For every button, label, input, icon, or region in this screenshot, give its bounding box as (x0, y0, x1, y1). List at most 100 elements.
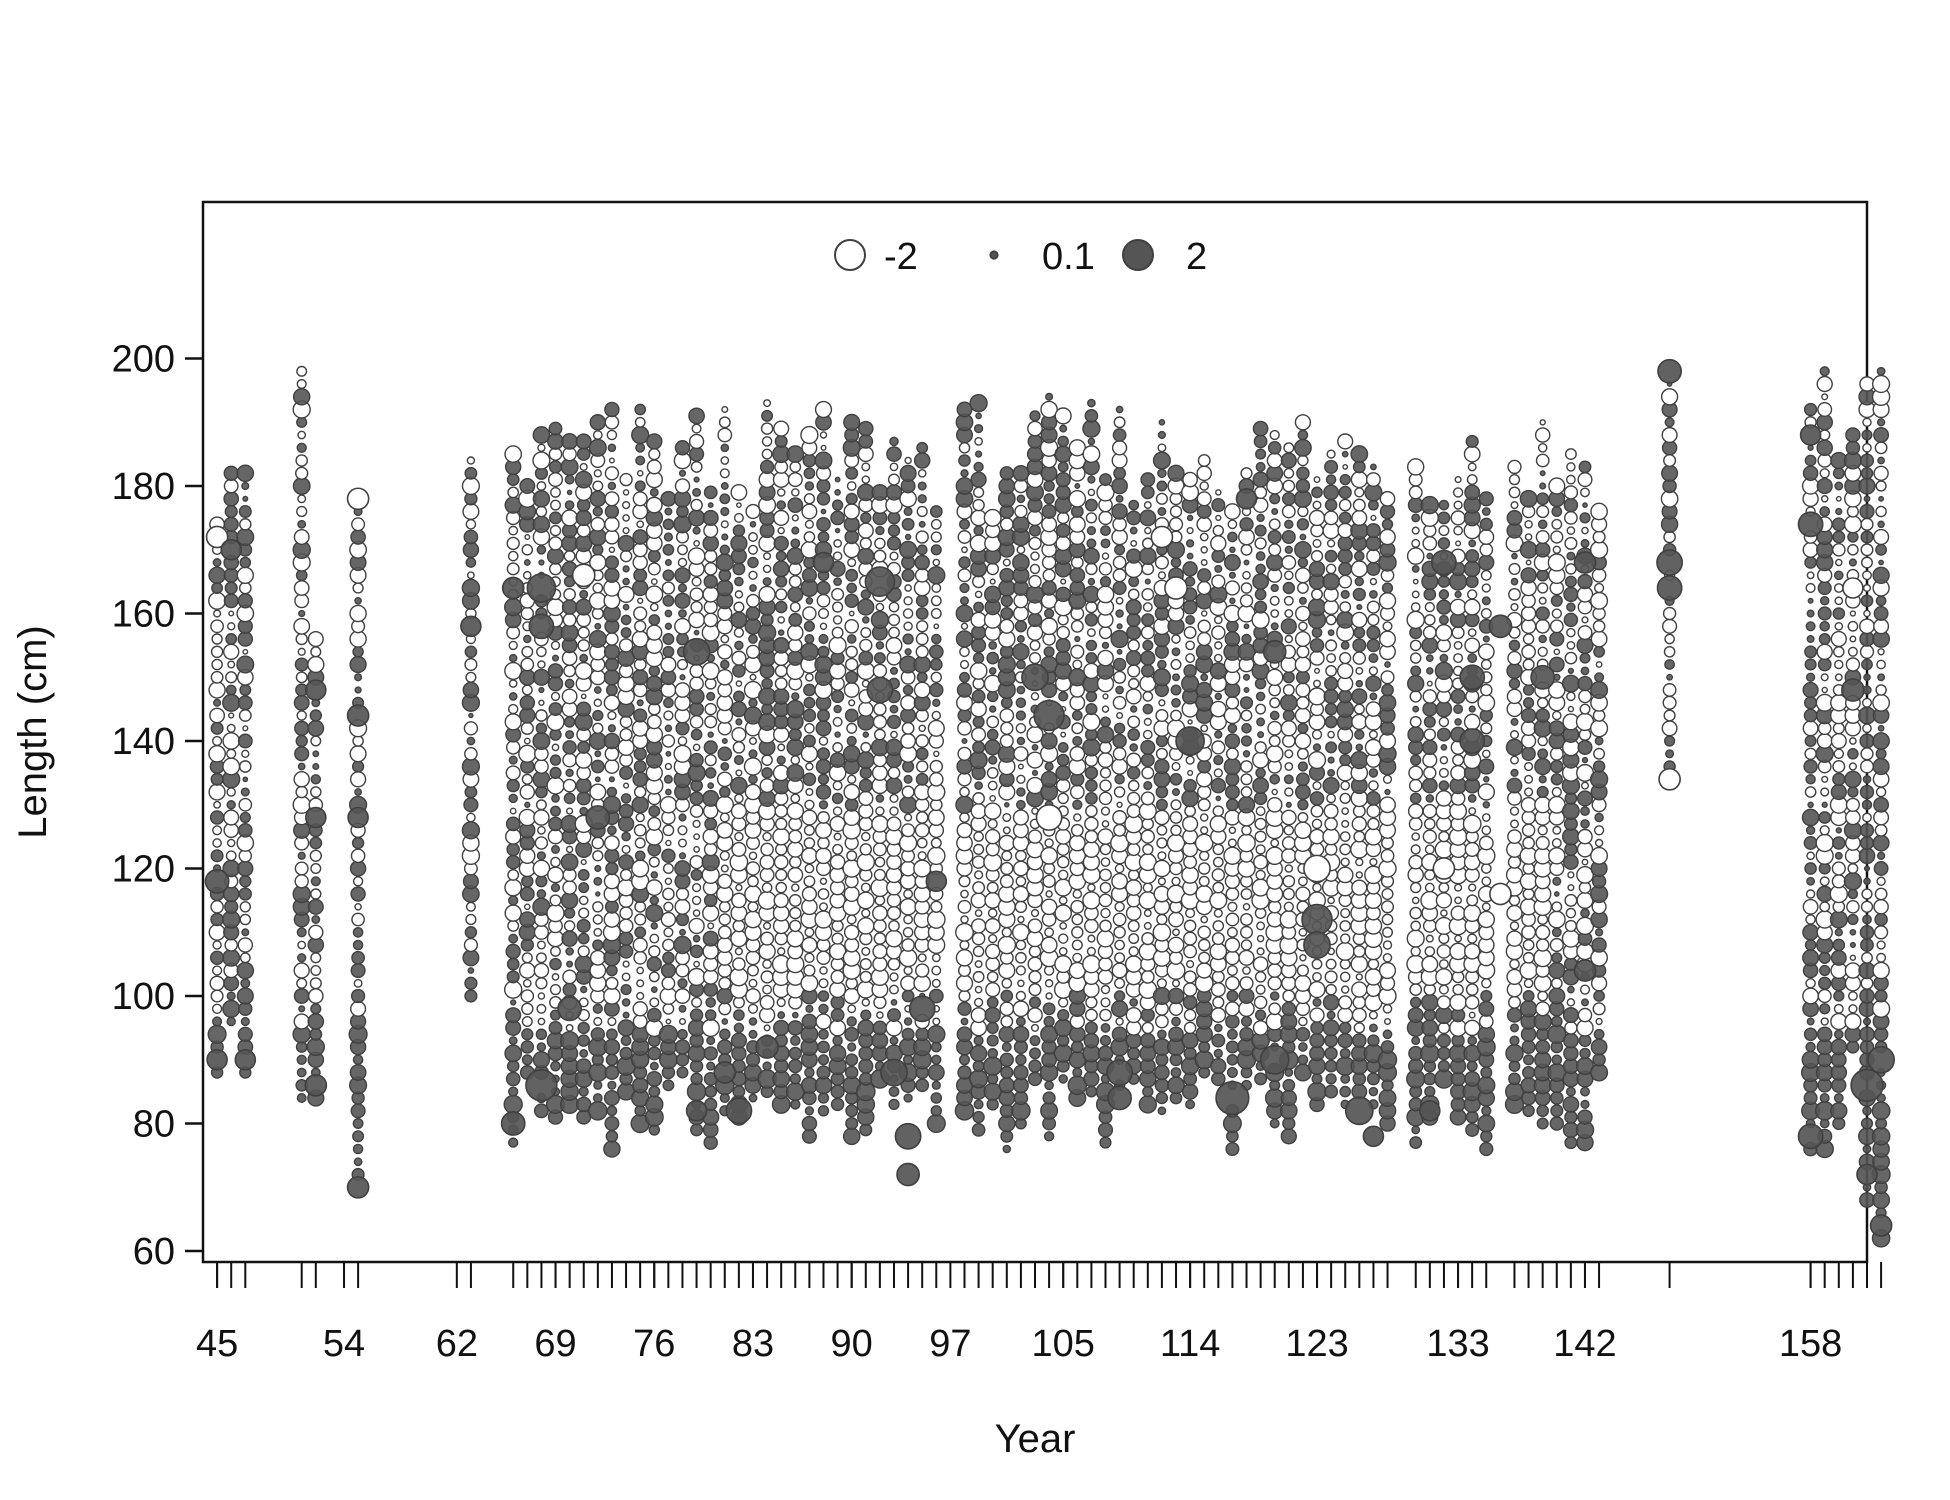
bubble (973, 525, 984, 536)
bubble (1196, 516, 1213, 533)
bubble (875, 641, 885, 650)
bubble (605, 976, 619, 990)
bubble (1438, 525, 1450, 537)
bubble (534, 836, 549, 850)
bubble (664, 609, 673, 618)
bubble (830, 1097, 845, 1112)
bubble (832, 843, 844, 855)
bubble (604, 516, 620, 533)
bubble (551, 743, 560, 752)
bubble (1590, 630, 1608, 648)
bubble (1028, 970, 1042, 984)
bubble (1859, 376, 1875, 392)
bubble (928, 644, 944, 660)
bubble (1226, 990, 1239, 1003)
bubble (1127, 1046, 1141, 1060)
bubble (310, 735, 322, 747)
bubble (1085, 804, 1098, 818)
bubble (873, 728, 886, 741)
bubble (720, 762, 730, 771)
bubble (1339, 473, 1351, 486)
bubble (310, 876, 321, 887)
bubble (818, 736, 829, 746)
bubble (508, 1137, 519, 1148)
bubble (518, 962, 536, 979)
bubble (820, 444, 827, 451)
bubble (1042, 1091, 1056, 1105)
bubble (1142, 691, 1154, 702)
bubble (1521, 810, 1536, 825)
bubble (932, 698, 941, 707)
bubble (1281, 555, 1297, 570)
bubble (1579, 652, 1591, 664)
bubble (621, 844, 631, 854)
bubble (1534, 757, 1552, 776)
bubble (774, 677, 788, 691)
bubble (1295, 670, 1310, 685)
bubble (1099, 919, 1112, 933)
bubble (846, 634, 857, 644)
bubble (1113, 823, 1127, 837)
bubble (1522, 1065, 1536, 1080)
bubble (1269, 991, 1280, 1001)
bubble (1563, 497, 1579, 513)
bubble (507, 703, 519, 715)
bubble (1084, 829, 1099, 844)
bubble (930, 544, 942, 556)
bubble (889, 436, 899, 447)
bubble (210, 670, 224, 684)
bubble (1435, 790, 1453, 807)
bubble (1282, 734, 1296, 748)
bubble (1070, 899, 1085, 914)
bubble (1875, 505, 1887, 518)
bubble (522, 570, 532, 580)
bubble (1125, 650, 1142, 667)
bubble (1463, 1019, 1481, 1037)
bubble (736, 502, 742, 508)
bubble (1224, 950, 1240, 966)
bubble (1877, 456, 1885, 465)
bubble (1284, 864, 1294, 873)
bubble (720, 506, 730, 517)
bubble (706, 691, 716, 701)
bubble (686, 1081, 707, 1102)
bubble (1169, 492, 1183, 506)
bubble (1269, 595, 1280, 606)
bubble (565, 1023, 574, 1032)
bubble (788, 893, 802, 907)
bubble (1453, 704, 1464, 715)
bubble (1269, 773, 1281, 785)
bubble (734, 576, 744, 587)
bubble (1187, 719, 1193, 725)
bubble (814, 451, 833, 470)
bubble (1214, 564, 1223, 573)
bubble (1382, 953, 1393, 963)
bubble (312, 762, 320, 771)
bubble (298, 609, 306, 618)
bubble (562, 982, 577, 997)
bubble (1861, 799, 1873, 811)
bubble (1224, 1001, 1240, 1017)
bubble (1099, 1035, 1112, 1047)
bubble (1423, 614, 1436, 626)
bubble (1860, 1117, 1874, 1130)
bubble (1267, 441, 1282, 455)
bubble (645, 496, 663, 514)
bubble (1807, 801, 1814, 809)
bubble (817, 773, 830, 785)
bubble (1187, 769, 1194, 776)
bubble (1311, 588, 1323, 601)
bubble (576, 791, 591, 806)
bubble (675, 963, 690, 978)
bubble (730, 776, 748, 795)
bubble (889, 1036, 899, 1046)
bubble (704, 767, 717, 779)
bubble (1098, 510, 1113, 526)
bubble (915, 760, 929, 773)
bubble (829, 854, 846, 870)
bubble (549, 766, 562, 779)
bubble (1522, 887, 1535, 901)
bubble (1832, 836, 1846, 850)
bubble (588, 1062, 608, 1083)
bubble (1356, 604, 1363, 611)
